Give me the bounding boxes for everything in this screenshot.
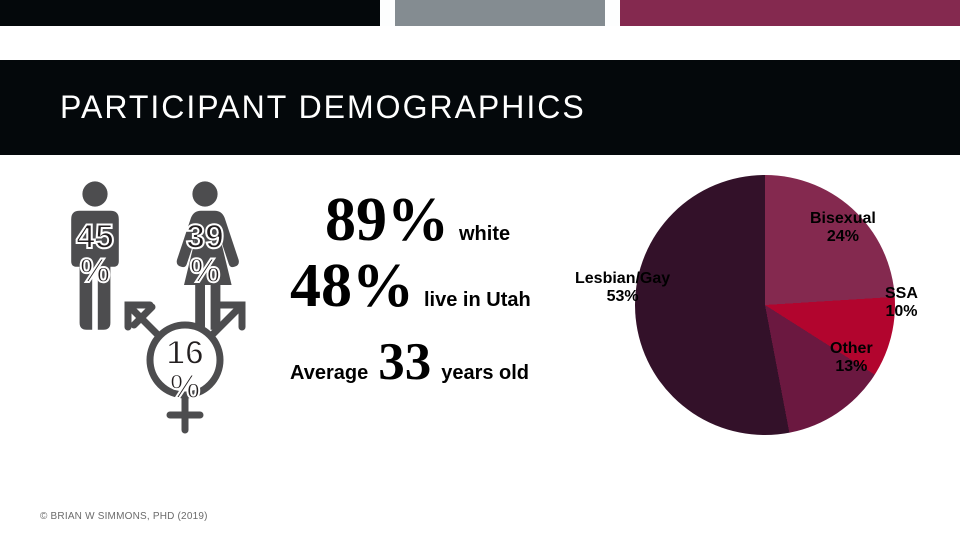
transgender-icon: 16 %: [120, 290, 250, 440]
pie-label-lesbian-gay: Lesbian/Gay53%: [575, 270, 670, 307]
top-bar-segment: [0, 0, 380, 26]
top-bar-segment: [395, 0, 605, 26]
key-stats: 89% white 48% live in Utah Average 33 ye…: [285, 185, 625, 392]
copyright-footer: © BRIAN W SIMMONS, PHD (2019): [40, 511, 208, 522]
stat-white: 89% white: [325, 185, 625, 256]
stat-age-value: 33: [378, 332, 431, 392]
gender-figures: 45 % 39 %: [60, 180, 275, 440]
stat-utah-value: 48%: [290, 251, 414, 322]
pie-label-ssa: SSA10%: [885, 285, 918, 322]
top-bar-segment: [605, 0, 620, 26]
stat-age-suffix: years old: [441, 362, 529, 385]
stat-age-prefix: Average: [290, 362, 368, 385]
top-bar-segment: [380, 0, 395, 26]
stat-white-label: white: [459, 223, 510, 246]
stat-age: Average 33 years old: [290, 332, 625, 392]
orientation-pie-chart: Lesbian/Gay53%Bisexual24%SSA10%Other13%: [635, 175, 940, 435]
title-bar: PARTICIPANT DEMOGRAPHICS: [0, 60, 960, 155]
pie-label-other: Other13%: [830, 340, 873, 377]
pie-label-bisexual: Bisexual24%: [810, 210, 876, 247]
stat-utah-label: live in Utah: [424, 289, 531, 312]
top-accent-bar: [0, 0, 960, 26]
page-title: PARTICIPANT DEMOGRAPHICS: [60, 89, 586, 126]
top-bar-segment: [620, 0, 960, 26]
stat-white-value: 89%: [325, 185, 449, 256]
